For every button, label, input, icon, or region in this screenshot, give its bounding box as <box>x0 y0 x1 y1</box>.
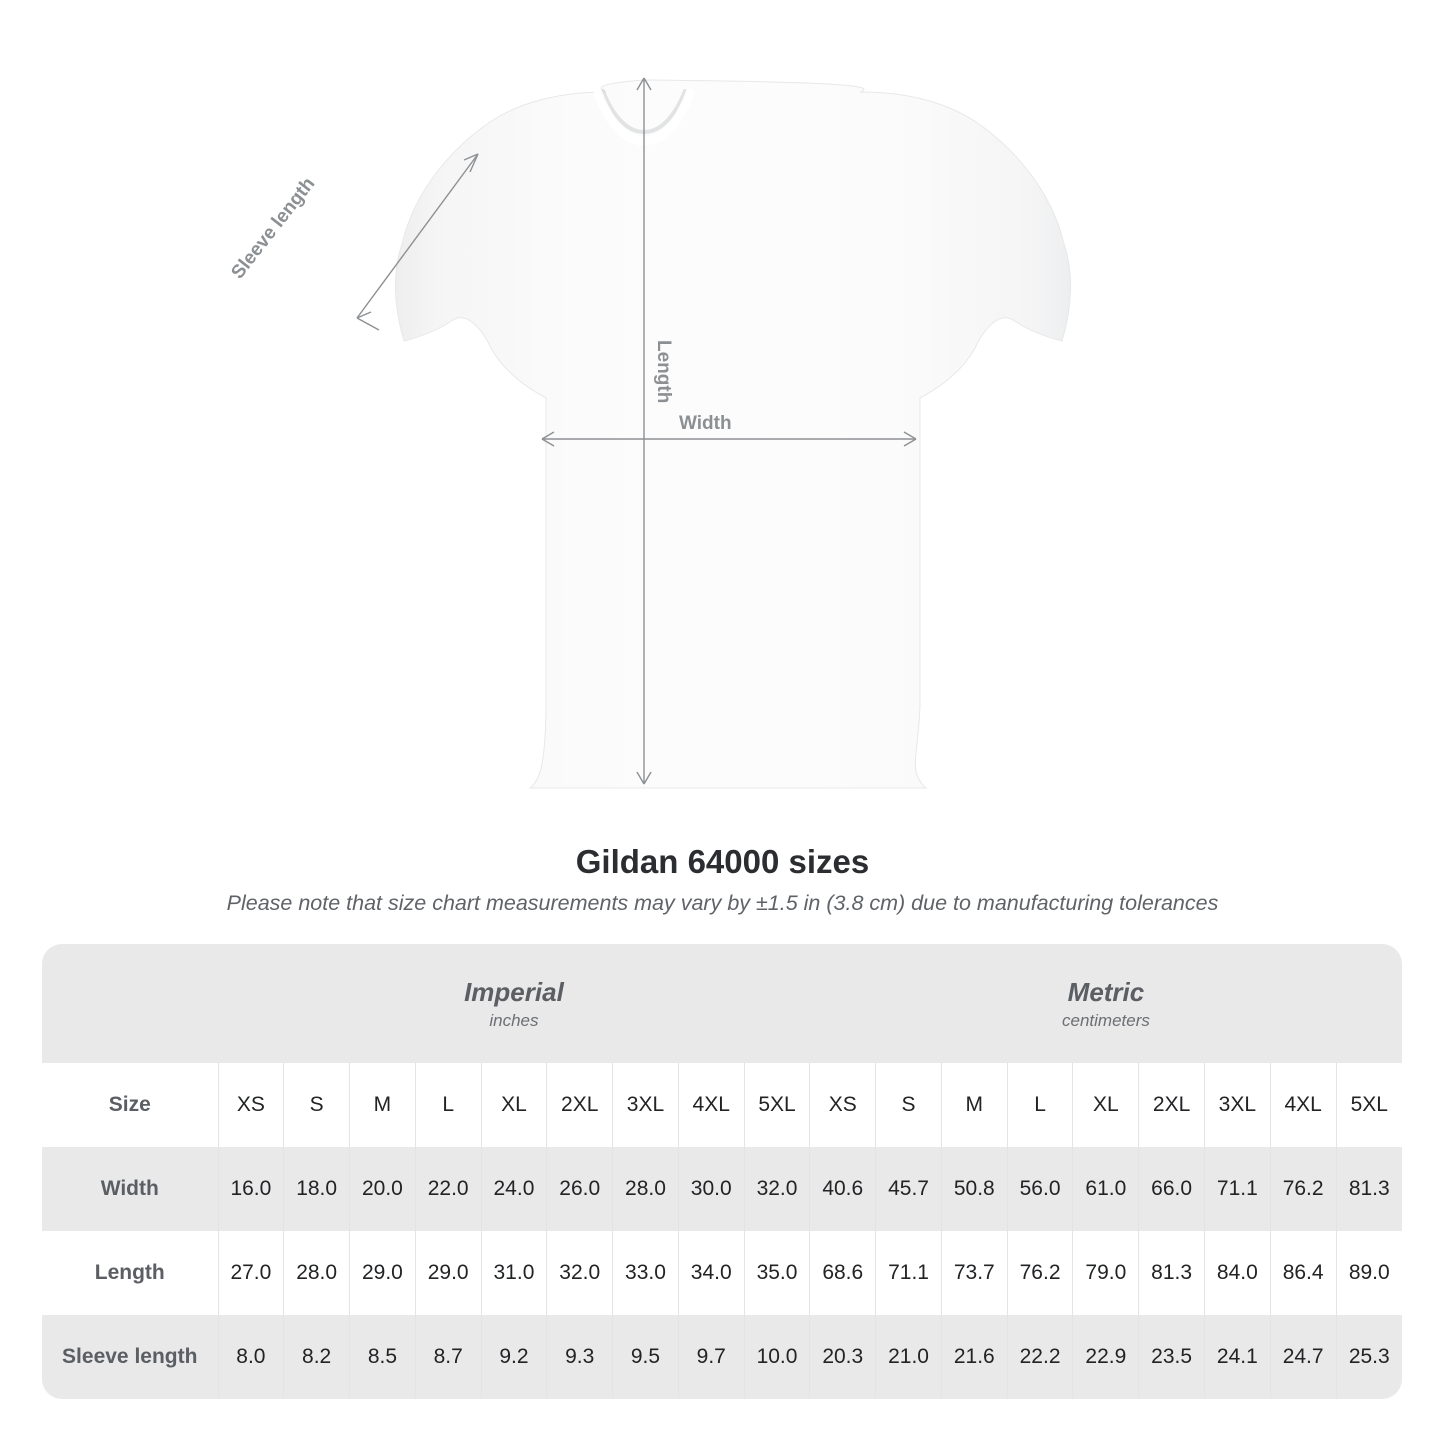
svg-text:Sleeve length: Sleeve length <box>227 174 319 283</box>
svg-text:Width: Width <box>679 413 732 434</box>
svg-text:Length: Length <box>653 340 674 403</box>
